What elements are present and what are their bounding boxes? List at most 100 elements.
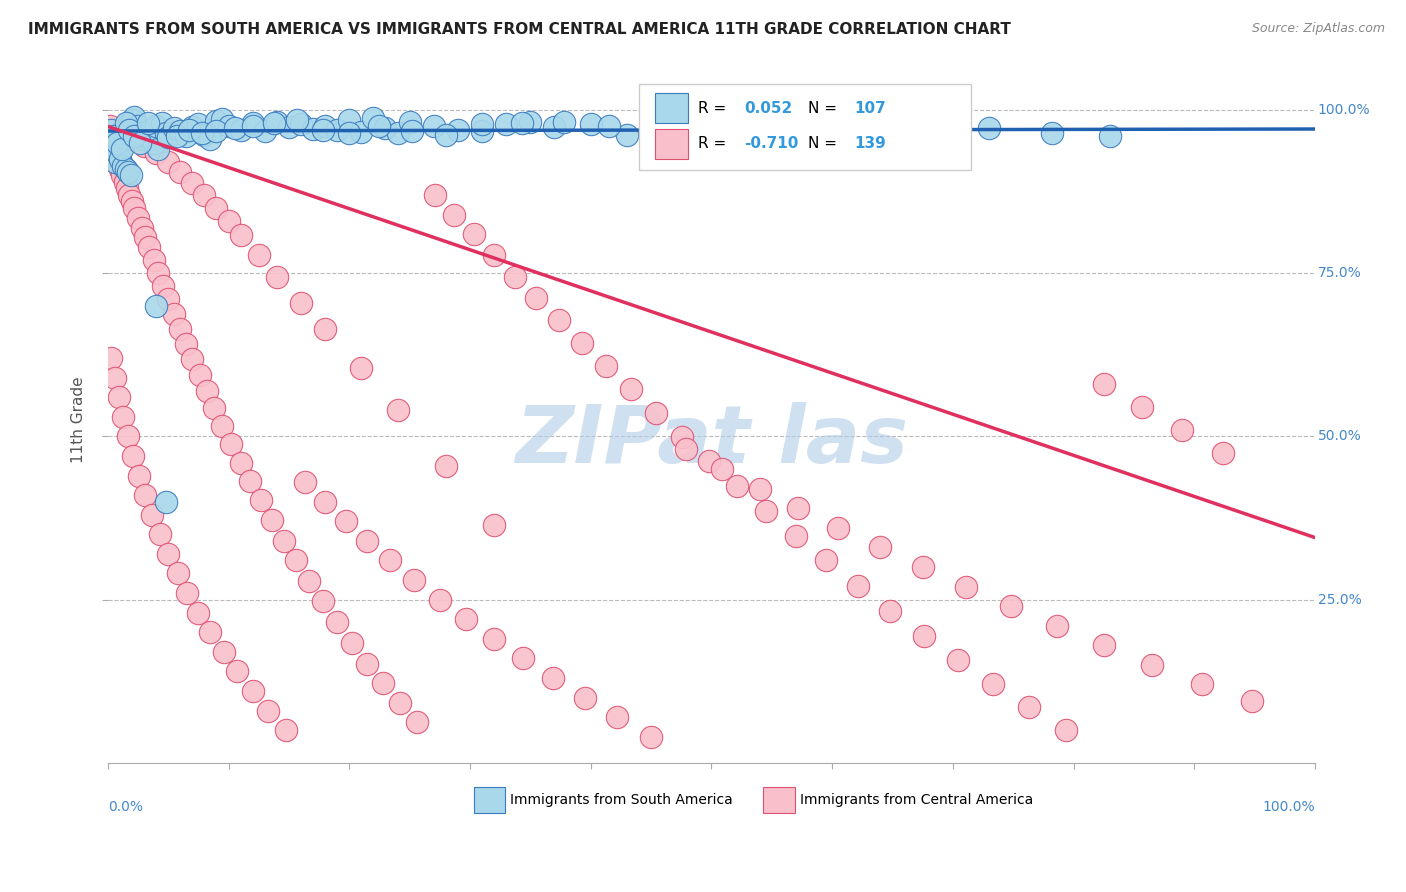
Point	[103, 136, 125, 150]
Point	[893, 120, 915, 134]
Point	[380, 553, 402, 567]
Point	[124, 129, 146, 144]
Point	[273, 533, 295, 548]
Text: IMMIGRANTS FROM SOUTH AMERICA VS IMMIGRANTS FROM CENTRAL AMERICA 11TH GRADE CORR: IMMIGRANTS FROM SOUTH AMERICA VS IMMIGRA…	[28, 22, 1011, 37]
Point	[1098, 129, 1121, 144]
Text: N =: N =	[808, 101, 842, 116]
Point	[224, 121, 246, 136]
Point	[912, 628, 935, 642]
FancyBboxPatch shape	[655, 128, 689, 159]
Point	[163, 307, 186, 321]
Point	[200, 132, 222, 146]
Point	[242, 116, 264, 130]
Point	[124, 110, 146, 124]
Point	[326, 123, 349, 137]
Text: R =: R =	[699, 136, 731, 152]
Point	[117, 429, 139, 443]
Point	[553, 115, 575, 129]
Point	[510, 116, 533, 130]
Point	[387, 126, 409, 140]
Point	[142, 136, 165, 150]
Point	[152, 279, 174, 293]
Point	[127, 211, 149, 225]
Point	[285, 112, 308, 127]
Point	[311, 594, 333, 608]
Point	[524, 291, 547, 305]
Point	[785, 528, 807, 542]
Point	[211, 112, 233, 126]
Point	[150, 116, 173, 130]
Point	[107, 145, 129, 160]
Point	[266, 269, 288, 284]
Point	[157, 547, 180, 561]
Point	[136, 116, 159, 130]
Point	[176, 586, 198, 600]
Text: 25.0%: 25.0%	[1317, 592, 1361, 607]
Point	[242, 684, 264, 698]
Point	[398, 115, 420, 129]
Point	[187, 118, 209, 132]
Point	[111, 126, 134, 140]
Point	[120, 169, 142, 183]
Point	[503, 269, 526, 284]
Point	[134, 230, 156, 244]
Point	[257, 704, 280, 718]
Point	[606, 710, 628, 724]
Point	[142, 253, 165, 268]
Point	[115, 116, 138, 130]
Point	[239, 474, 262, 488]
Point	[163, 121, 186, 136]
Point	[290, 295, 312, 310]
Point	[1191, 677, 1213, 691]
Point	[422, 120, 444, 134]
Text: Immigrants from Central America: Immigrants from Central America	[800, 794, 1033, 807]
Point	[571, 336, 593, 351]
Point	[107, 390, 129, 404]
Point	[1092, 638, 1115, 652]
Point	[138, 240, 160, 254]
Point	[157, 293, 180, 307]
Point	[276, 723, 298, 738]
Point	[211, 419, 233, 434]
Point	[697, 454, 720, 468]
Point	[218, 214, 240, 228]
Point	[311, 122, 333, 136]
Point	[169, 165, 191, 179]
Point	[434, 128, 457, 142]
Point	[335, 514, 357, 528]
Point	[104, 142, 127, 156]
Point	[229, 456, 252, 470]
Point	[157, 155, 180, 169]
Point	[169, 124, 191, 138]
Point	[101, 129, 124, 144]
Point	[103, 149, 125, 163]
Point	[401, 124, 423, 138]
Point	[118, 188, 141, 202]
Point	[918, 118, 941, 132]
Point	[114, 122, 136, 136]
Point	[121, 112, 143, 127]
Point	[512, 651, 534, 665]
Point	[869, 541, 891, 555]
Point	[543, 120, 565, 134]
Point	[105, 149, 128, 163]
Point	[619, 383, 641, 397]
Point	[128, 468, 150, 483]
Point	[250, 493, 273, 508]
Point	[127, 120, 149, 134]
Point	[748, 482, 770, 496]
Point	[447, 122, 470, 136]
Point	[285, 553, 308, 567]
Text: 75.0%: 75.0%	[1317, 266, 1361, 280]
Point	[482, 517, 505, 532]
Point	[229, 228, 252, 243]
Point	[495, 117, 517, 131]
Point	[229, 122, 252, 136]
Y-axis label: 11th Grade: 11th Grade	[72, 376, 86, 464]
Point	[405, 715, 427, 730]
Point	[356, 657, 378, 671]
Point	[519, 115, 541, 129]
Text: 100.0%: 100.0%	[1317, 103, 1369, 117]
Point	[598, 120, 620, 134]
Point	[1018, 700, 1040, 714]
